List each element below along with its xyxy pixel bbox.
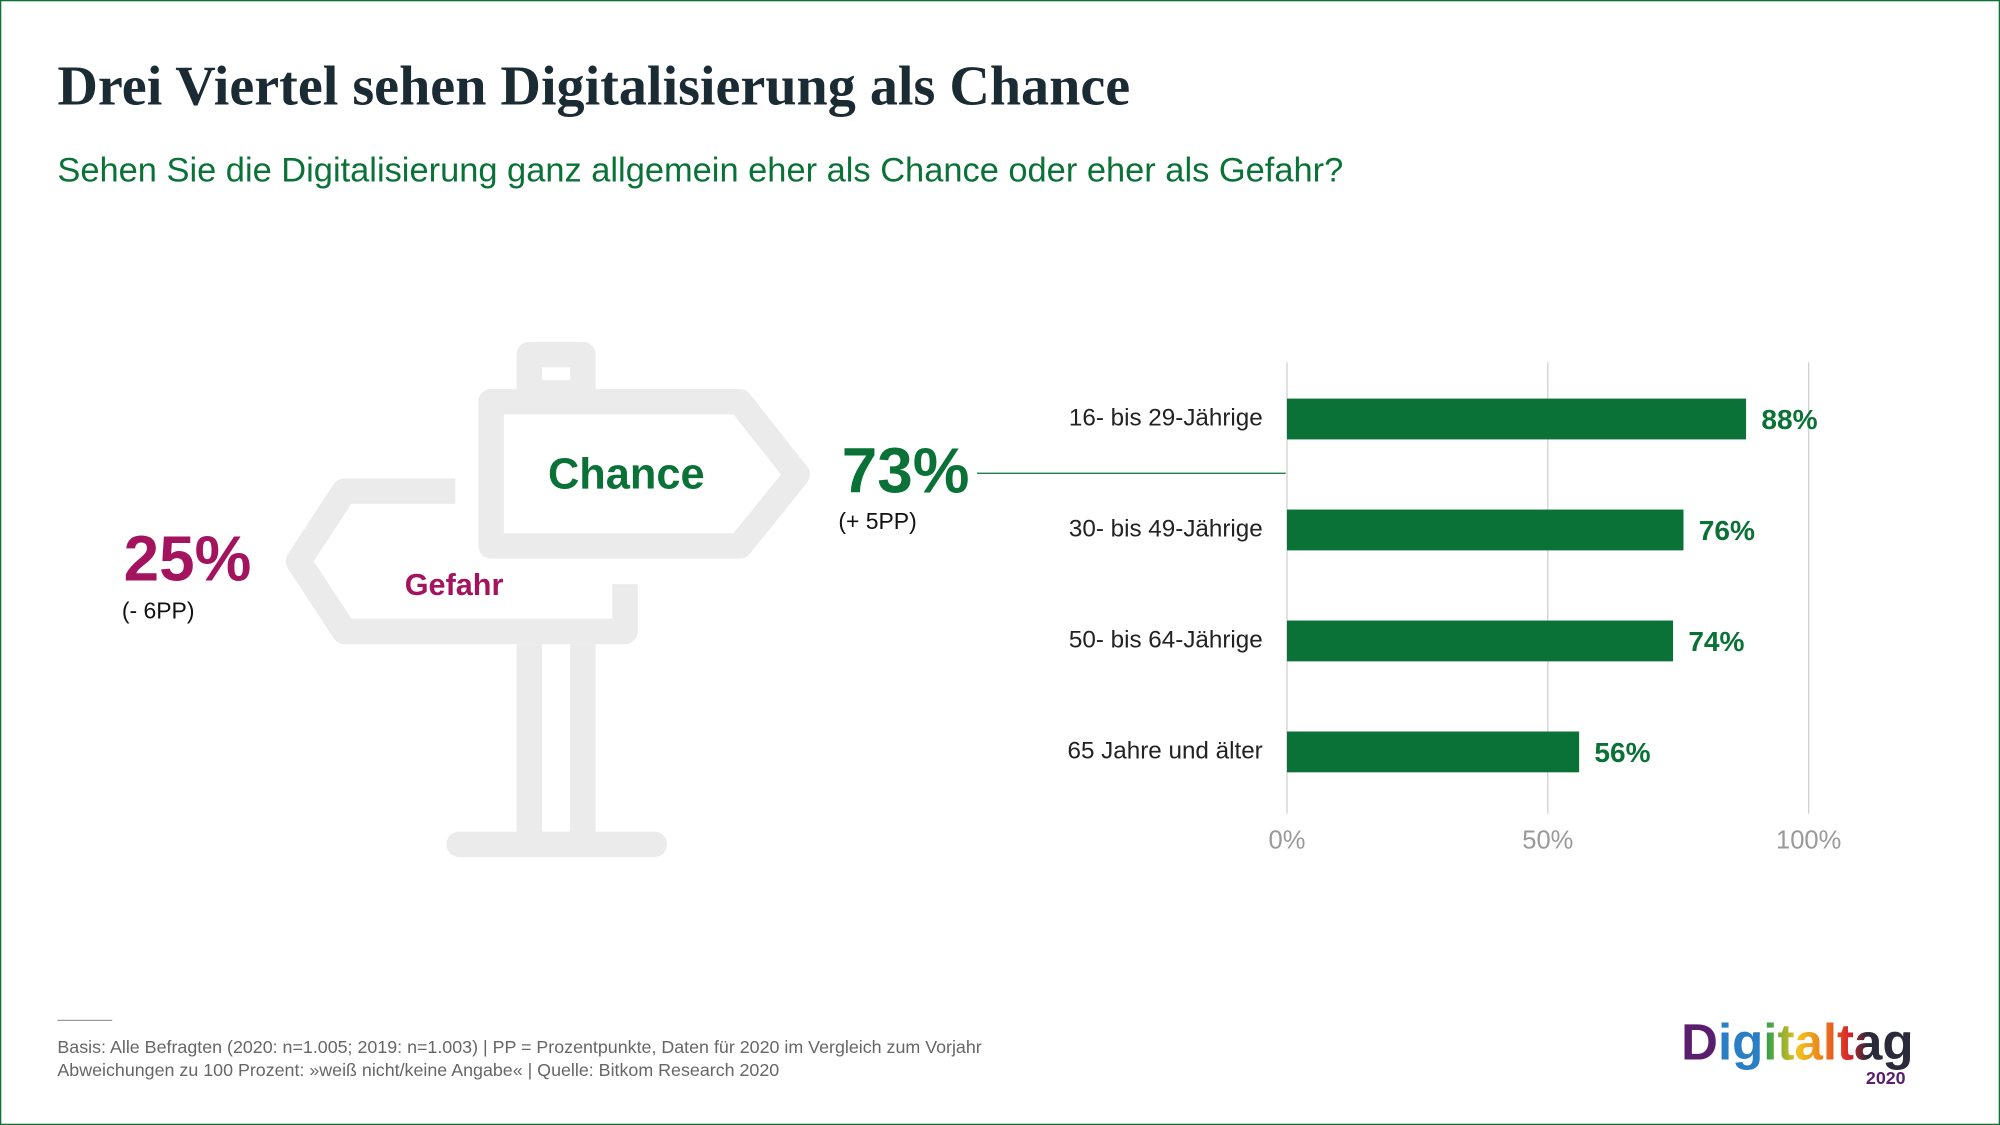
sign-chance <box>478 389 810 559</box>
footnote: Basis: Alle Befragten (2020: n=1.005; 20… <box>57 1037 981 1057</box>
sign-danger <box>285 478 638 645</box>
danger-label: Gefahr <box>405 568 504 602</box>
chance-change: (+ 5PP) <box>838 508 916 534</box>
bar <box>1286 398 1747 440</box>
chance-label: Chance <box>548 450 705 498</box>
danger-change: (- 6PP) <box>122 597 195 623</box>
value-label: 76% <box>1699 515 1755 546</box>
value-label: 56% <box>1594 737 1650 768</box>
x-tick-label: 50% <box>1522 827 1573 855</box>
chart-subtitle: Sehen Sie die Digitalisierung ganz allge… <box>57 151 1343 189</box>
footnote: Abweichungen zu 100 Prozent: »weiß nicht… <box>57 1060 779 1080</box>
value-label: 74% <box>1688 626 1744 657</box>
y-tick-label: 30- bis 49-Jährige <box>1069 515 1263 542</box>
y-tick-label: 65 Jahre und älter <box>1068 737 1263 764</box>
logo-year: 2020 <box>1866 1068 1906 1088</box>
bar <box>1286 620 1674 662</box>
x-tick-label: 0% <box>1269 827 1306 855</box>
bar <box>1286 509 1684 551</box>
danger-share: 25% <box>124 523 252 595</box>
bar <box>1286 731 1580 773</box>
chart-title: Drei Viertel sehen Digitalisierung als C… <box>57 56 1130 118</box>
logo: Digitaltag <box>1681 1013 1913 1070</box>
x-tick-label: 100% <box>1776 827 1841 855</box>
y-tick-label: 16- bis 29-Jährige <box>1069 404 1263 431</box>
y-tick-label: 50- bis 64-Jährige <box>1069 626 1263 653</box>
value-label: 88% <box>1761 404 1817 435</box>
signpost <box>285 341 810 858</box>
chance-share: 73% <box>842 435 970 507</box>
